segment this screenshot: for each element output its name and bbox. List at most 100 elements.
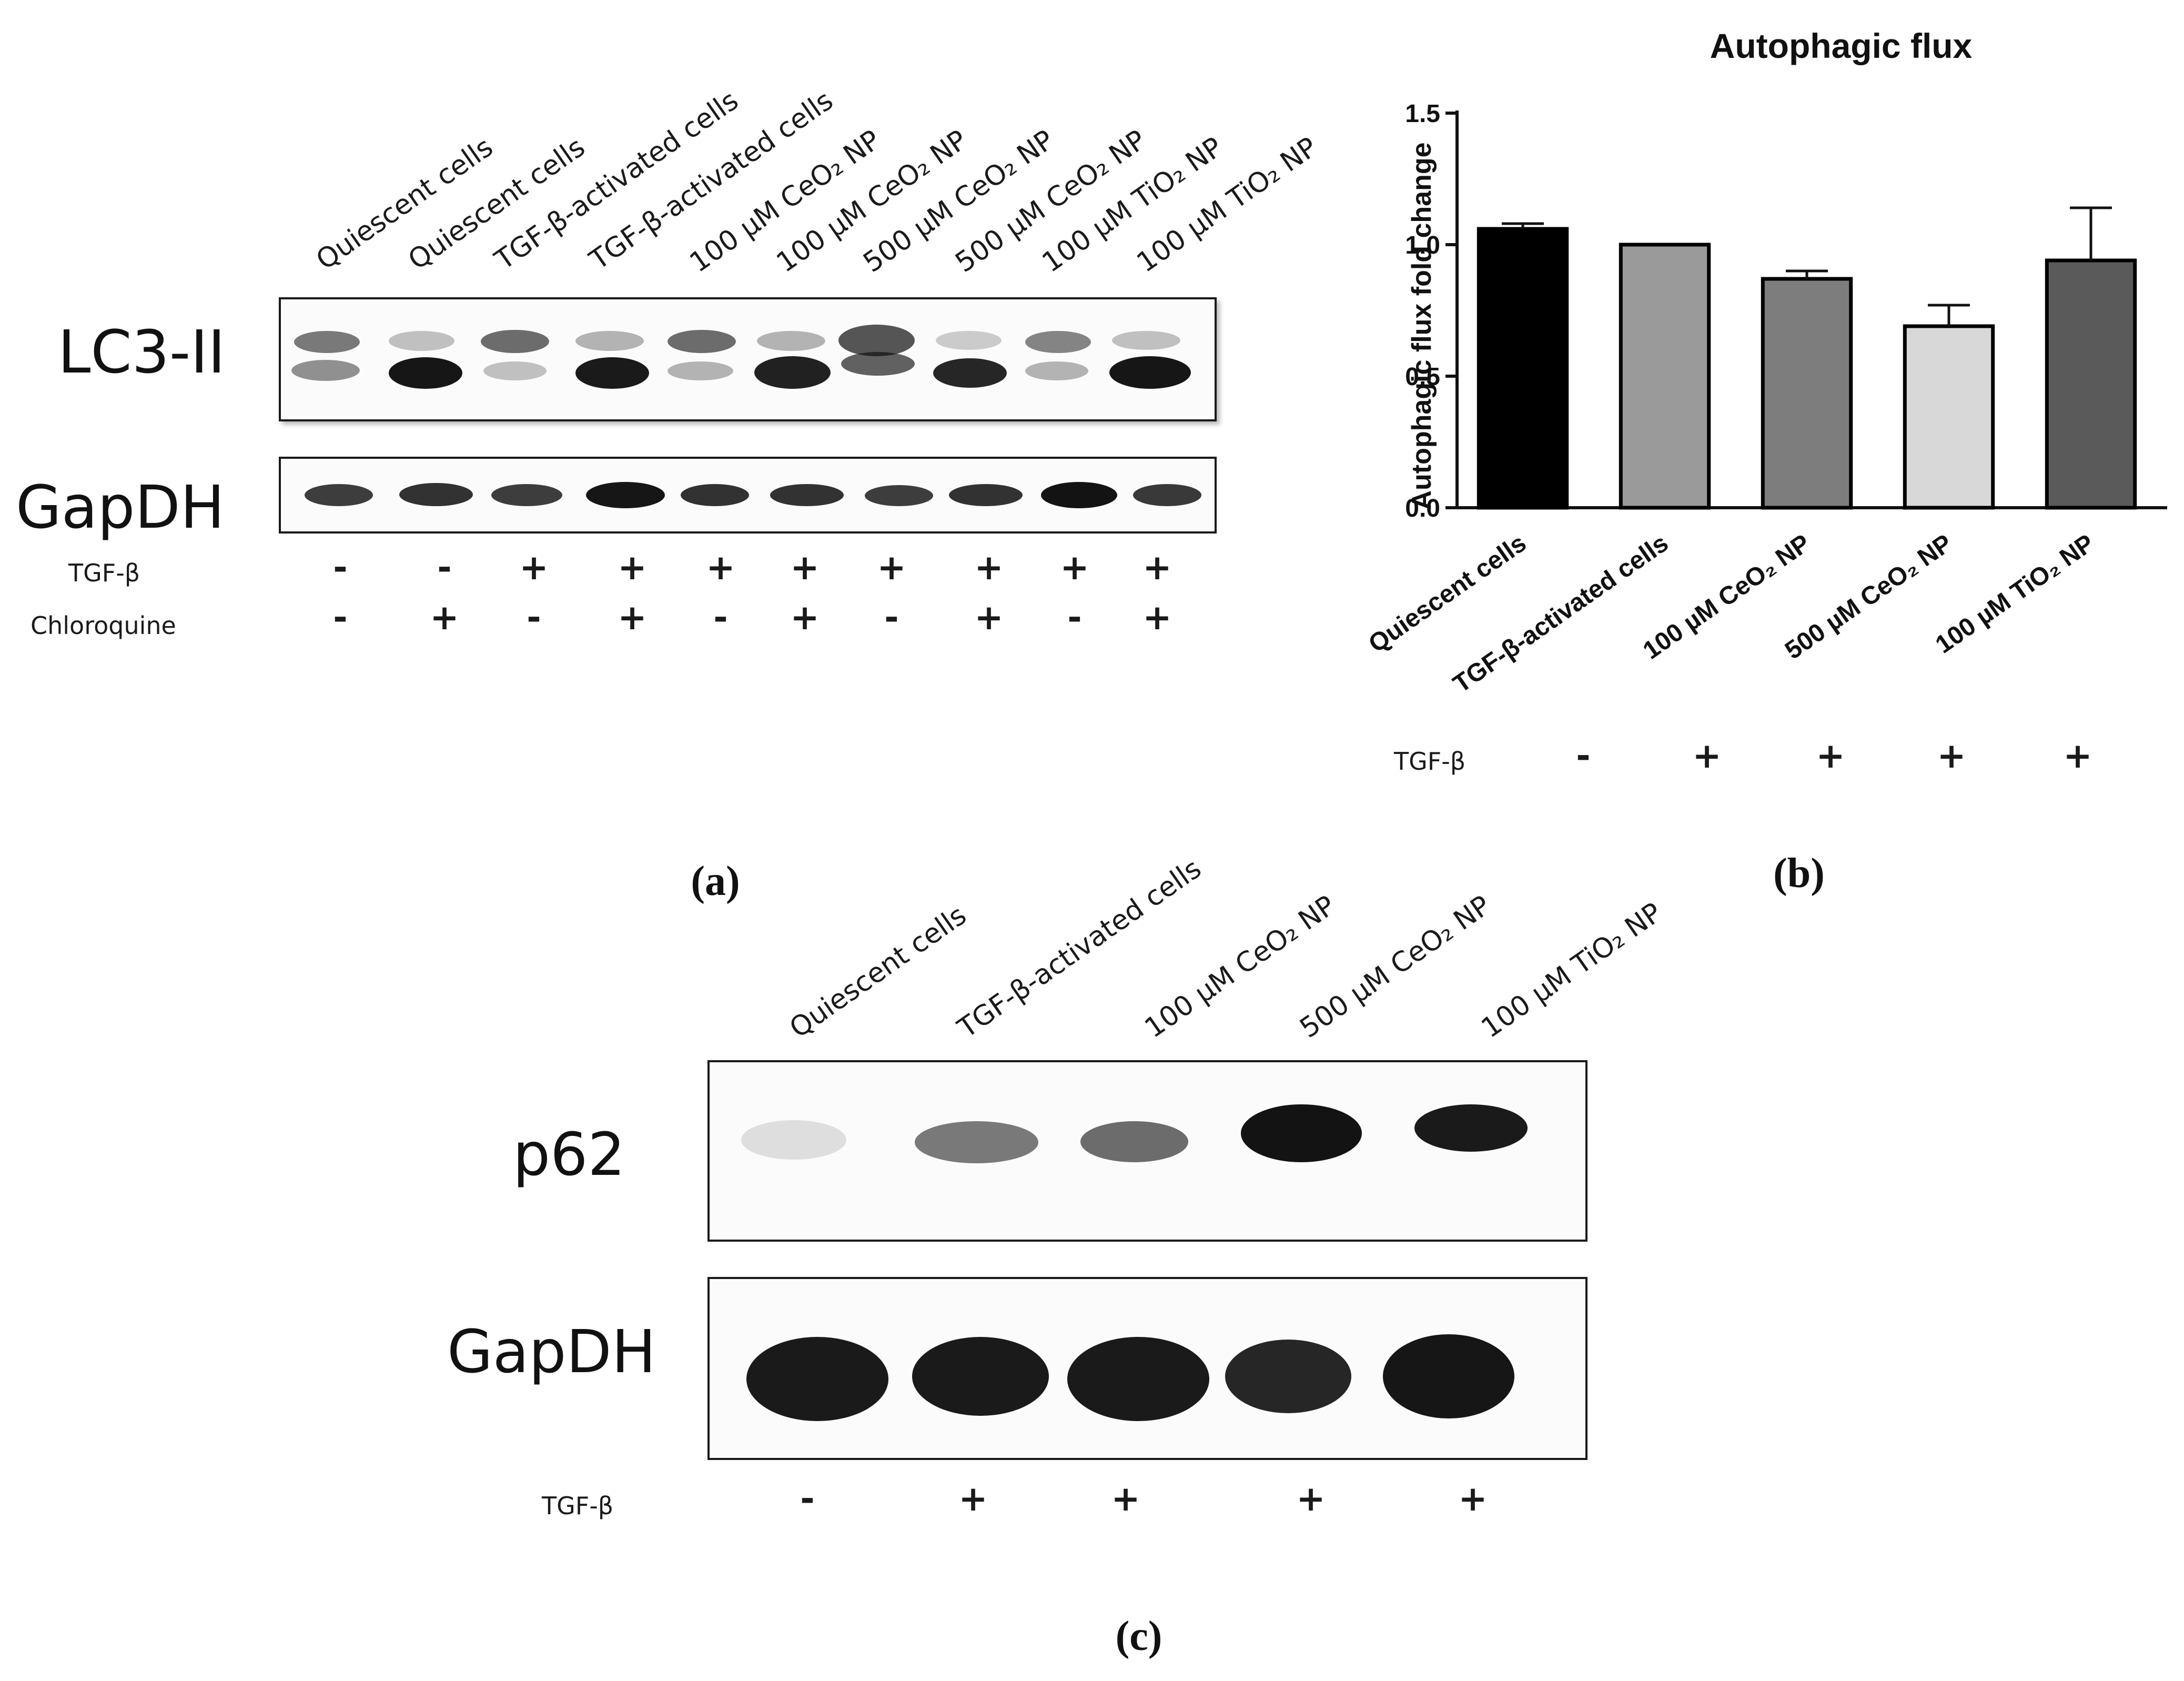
tgf-sign: + xyxy=(519,547,549,588)
tgf-sign-c: + xyxy=(1296,1478,1326,1519)
tgf-sign-c: - xyxy=(800,1478,815,1519)
tgf-sign-b: + xyxy=(1937,736,1966,776)
chart-bar xyxy=(2045,258,2137,510)
gapdh-blot-a xyxy=(279,457,1217,534)
blot-band xyxy=(1080,1121,1188,1162)
chloroquine-sign: - xyxy=(713,597,728,638)
blot-band xyxy=(668,361,733,380)
blot-band xyxy=(912,1337,1049,1416)
panel-letter-a: (a) xyxy=(691,858,740,904)
gapdh-blot-c xyxy=(707,1277,1588,1460)
blot-band xyxy=(770,484,844,506)
blot-band xyxy=(1133,484,1201,506)
blot-band xyxy=(1383,1334,1514,1418)
blot-band xyxy=(1025,331,1091,353)
chloroquine-sign: - xyxy=(884,597,899,638)
blot-band xyxy=(481,330,549,353)
blot-band xyxy=(491,484,562,506)
autophagic-flux-chart: Autophagic flux Autophagic flux fold cha… xyxy=(1363,26,2167,698)
tgf-sign-c: + xyxy=(1111,1478,1140,1519)
blot-band xyxy=(746,1337,888,1421)
tgf-sign-b: - xyxy=(1576,736,1591,776)
tgf-sign: - xyxy=(437,547,452,588)
chloroquine-sign: + xyxy=(974,597,1004,638)
blot-label-gapdh-c: GapDH xyxy=(447,1318,656,1386)
blot-band xyxy=(757,331,825,351)
blot-band xyxy=(915,1121,1038,1163)
chart-x-tick-label: 100 µM TiO₂ NP xyxy=(1930,529,2099,659)
blot-band xyxy=(754,356,831,389)
chart-bar xyxy=(1619,243,1711,510)
tgf-sign-c: + xyxy=(958,1478,988,1519)
tgf-sign: + xyxy=(1142,547,1172,588)
tgf-sign: + xyxy=(618,547,647,588)
tgf-row-label-a: TGF-β xyxy=(68,559,140,587)
tgf-sign: + xyxy=(974,547,1004,588)
blot-band xyxy=(1241,1104,1362,1162)
tgf-sign-b: + xyxy=(2063,736,2092,776)
blot-band xyxy=(1067,1337,1209,1421)
blot-band xyxy=(1414,1104,1528,1152)
blot-band xyxy=(865,485,933,506)
blot-band xyxy=(1225,1340,1351,1413)
tgf-row-label-c: TGF-β xyxy=(542,1492,614,1520)
chart-title: Autophagic flux xyxy=(1710,26,1973,65)
chloroquine-sign: + xyxy=(618,597,647,638)
panel-letter-b: (b) xyxy=(1773,850,1825,897)
blot-band xyxy=(1025,361,1088,380)
blot-band xyxy=(389,357,462,389)
chart-y-tick-label: 1.0 xyxy=(1405,231,1440,259)
blot-band xyxy=(841,352,915,376)
chart-bar xyxy=(1761,277,1853,510)
panel-letter-c: (c) xyxy=(1115,1613,1162,1659)
blot-band xyxy=(305,484,373,506)
blot-label-lc3: LC3-II xyxy=(58,318,226,387)
chloroquine-sign: - xyxy=(527,597,541,638)
blot-band xyxy=(936,331,1002,350)
blot-band xyxy=(933,358,1007,388)
p62-blot xyxy=(707,1060,1588,1242)
blot-band xyxy=(668,330,736,353)
chloroquine-sign: - xyxy=(333,597,348,638)
blot-band xyxy=(575,331,644,351)
panel-c-lane-label: 100 µM TiO₂ NP xyxy=(1475,897,1668,1044)
lc3-blot xyxy=(279,297,1217,421)
panel-c-lane-label: Quiescent cells xyxy=(784,899,973,1044)
blot-label-p62: p62 xyxy=(513,1121,625,1189)
tgf-sign: + xyxy=(790,547,820,588)
blot-band xyxy=(294,331,360,353)
chloroquine-sign: + xyxy=(1142,597,1172,638)
tgf-row-label-b: TGF-β xyxy=(1394,747,1466,776)
tgf-sign: - xyxy=(333,547,348,588)
tgf-sign: + xyxy=(1060,547,1089,588)
blot-band xyxy=(483,361,547,380)
blot-band xyxy=(1109,356,1191,389)
chloroquine-row-label: Chloroquine xyxy=(31,611,176,640)
chart-y-tick-label: 1.5 xyxy=(1405,100,1440,128)
tgf-sign: + xyxy=(877,547,906,588)
blot-band xyxy=(741,1120,846,1160)
blot-band xyxy=(575,357,649,389)
tgf-sign-b: + xyxy=(1692,736,1722,776)
chart-bar xyxy=(1903,324,1995,510)
blot-band xyxy=(1112,331,1180,350)
blot-band xyxy=(949,484,1023,506)
tgf-sign: + xyxy=(706,547,735,588)
chart-bar xyxy=(1477,227,1569,510)
tgf-sign-c: + xyxy=(1458,1478,1488,1519)
blot-band xyxy=(399,483,473,506)
blot-band xyxy=(389,331,454,351)
chloroquine-sign: + xyxy=(790,597,820,638)
blot-band xyxy=(1041,482,1117,508)
blot-band xyxy=(291,360,360,381)
tgf-sign-b: + xyxy=(1816,736,1845,776)
chart-y-tick-label: 0.5 xyxy=(1405,363,1440,391)
blot-label-gapdh-a: GapDH xyxy=(16,474,225,542)
chart-y-axis-label: Autophagic flux fold change xyxy=(1407,142,1437,510)
chloroquine-sign: + xyxy=(430,597,459,638)
chart-y-tick-label: 0.0 xyxy=(1405,495,1440,522)
blot-band xyxy=(586,482,665,508)
blot-band xyxy=(681,484,749,506)
blot-band xyxy=(838,325,915,356)
chloroquine-sign: - xyxy=(1067,597,1082,638)
